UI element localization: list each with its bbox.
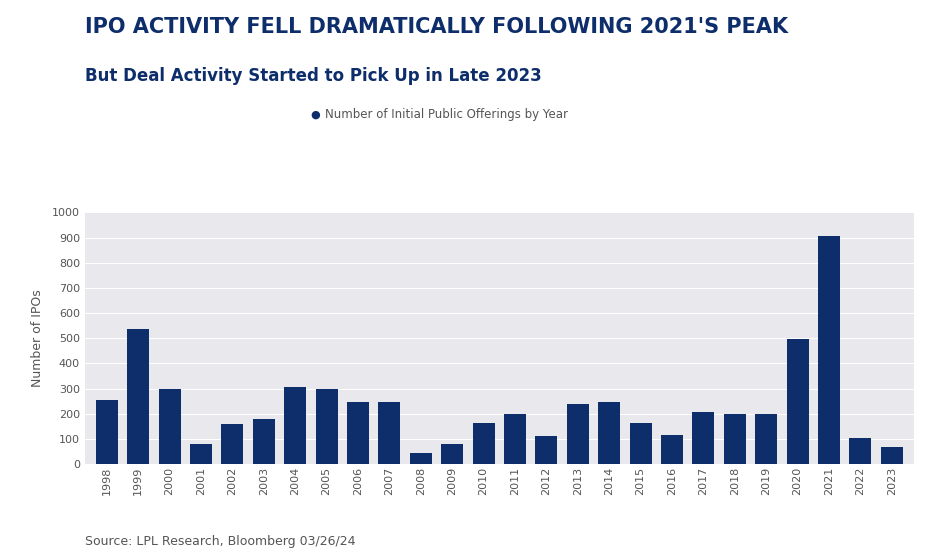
Bar [410, 453, 431, 464]
Bar [96, 400, 118, 464]
Text: ●: ● [311, 110, 320, 120]
Bar [284, 387, 306, 464]
Bar [692, 413, 714, 464]
Bar [158, 389, 181, 464]
Bar [535, 436, 558, 464]
Bar [661, 435, 683, 464]
Bar [818, 236, 840, 464]
Text: Number of Initial Public Offerings by Year: Number of Initial Public Offerings by Ye… [325, 108, 568, 121]
Bar [723, 414, 746, 464]
Text: IPO ACTIVITY FELL DRAMATICALLY FOLLOWING 2021'S PEAK: IPO ACTIVITY FELL DRAMATICALLY FOLLOWING… [85, 17, 788, 37]
Bar [316, 389, 337, 464]
Bar [252, 419, 275, 464]
Bar [787, 339, 808, 464]
Bar [379, 401, 400, 464]
Bar [347, 401, 369, 464]
Bar [755, 414, 777, 464]
Y-axis label: Number of IPOs: Number of IPOs [30, 290, 43, 387]
Text: Source: LPL Research, Bloomberg 03/26/24: Source: LPL Research, Bloomberg 03/26/24 [85, 535, 355, 548]
Bar [441, 444, 463, 464]
Bar [221, 424, 243, 464]
Bar [473, 423, 495, 464]
Bar [881, 447, 902, 464]
Bar [127, 329, 149, 464]
Bar [504, 414, 526, 464]
Text: But Deal Activity Started to Pick Up in Late 2023: But Deal Activity Started to Pick Up in … [85, 67, 542, 85]
Bar [598, 401, 620, 464]
Bar [629, 423, 652, 464]
Bar [190, 444, 212, 464]
Bar [567, 404, 589, 464]
Bar [850, 438, 871, 464]
